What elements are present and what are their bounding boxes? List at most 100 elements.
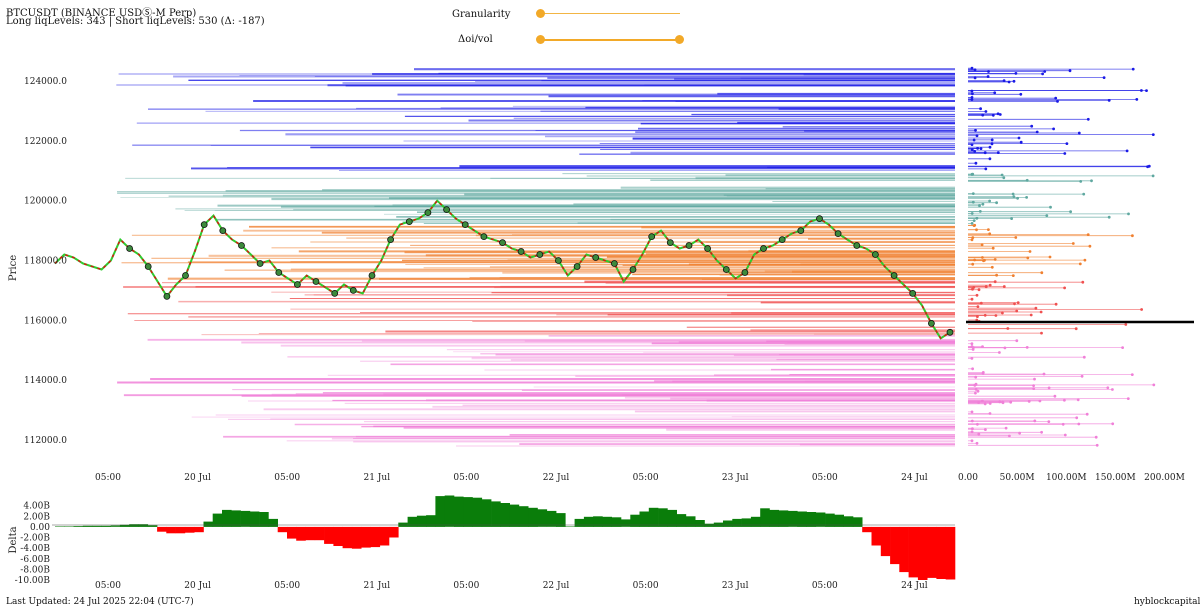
delta-bar [361, 526, 371, 548]
oi-vol-slider[interactable] [536, 35, 684, 44]
delta-bar [175, 526, 186, 534]
histogram-point [986, 75, 990, 78]
price-marker [517, 248, 525, 255]
histogram-point [1002, 176, 1006, 180]
price-tick-label: 120000.0 [24, 197, 67, 207]
histogram-point [970, 66, 974, 70]
histogram-point [1063, 152, 1067, 155]
histogram-point [1081, 280, 1085, 284]
brand-link[interactable]: hyblockcapital.com [1134, 597, 1200, 607]
histogram-point [1063, 433, 1067, 437]
price-marker [704, 245, 711, 252]
price-chart: 124000.0 122000.0 120000.0 118000.0 116000.0… [8, 68, 955, 483]
delta-bar [379, 526, 390, 546]
last-updated: Last Updated: 24 Jul 2025 22:04 (UTC-7) [6, 597, 194, 607]
histogram-point [1069, 210, 1072, 214]
price-marker [816, 215, 823, 223]
histogram-point [1079, 180, 1083, 183]
price-marker [853, 242, 861, 249]
delta-bar [741, 518, 752, 527]
price-marker [349, 286, 357, 294]
histogram-point [975, 293, 979, 297]
price-tick-label: 124000.0 [24, 77, 67, 87]
histogram-point [1102, 76, 1106, 79]
histogram-point [1063, 398, 1066, 402]
delta-tick-label: -6.00B [20, 555, 50, 565]
histogram-point [1013, 302, 1016, 306]
histogram-point [970, 357, 974, 360]
histogram-point [1063, 286, 1066, 290]
histogram-point [975, 441, 979, 445]
price-marker [741, 269, 749, 276]
histogram-point [973, 149, 977, 153]
histogram-point [1002, 285, 1006, 288]
delta-bar [212, 513, 223, 527]
delta-axis-label: Delta [8, 526, 19, 553]
histogram-point [976, 389, 980, 393]
histogram-point [971, 92, 974, 96]
delta-bar [927, 526, 937, 578]
delta-bar [556, 513, 566, 527]
delta-bar [184, 526, 195, 533]
histogram-point [970, 297, 974, 301]
delta-bar [268, 518, 278, 527]
granularity-track[interactable] [540, 13, 680, 14]
histogram-point [980, 243, 984, 247]
delta-bar [194, 526, 204, 533]
histogram-point [994, 314, 998, 317]
time-tick-label: 05:00 [453, 473, 479, 483]
time-tick-label: 22 Jul [543, 473, 570, 483]
delta-bar [880, 526, 891, 557]
delta-bar [119, 524, 130, 527]
time-tick-label: 24 Jul [901, 473, 928, 483]
price-marker [685, 242, 693, 249]
histogram-point [998, 113, 1002, 116]
delta-tick-label: 0.00 [30, 523, 50, 533]
oi-vol-track[interactable] [540, 39, 680, 41]
histogram-point [977, 288, 981, 292]
delta-bar [370, 526, 381, 548]
histogram-point [991, 246, 995, 250]
granularity-handle[interactable] [536, 9, 545, 18]
histogram-point [1035, 130, 1039, 134]
delta-bar [528, 507, 538, 527]
histogram-point [978, 204, 981, 208]
histogram-point [1107, 215, 1111, 219]
price-marker [834, 230, 842, 238]
histogram-point [1029, 313, 1033, 317]
histogram-point [990, 138, 994, 142]
delta-bar [389, 526, 399, 538]
price-marker [573, 263, 581, 270]
liq-level-lines [116, 68, 955, 447]
histogram-point [996, 112, 1000, 116]
time-tick-label: 20 Jul [184, 473, 211, 483]
histogram-point [1025, 196, 1028, 199]
delta-bar [305, 526, 316, 541]
histogram-point [993, 91, 997, 95]
price-marker [797, 227, 805, 235]
price-marker [555, 257, 562, 264]
price-marker [443, 206, 451, 214]
delta-bar [732, 518, 742, 527]
histogram-point [971, 367, 974, 371]
delta-bar [825, 513, 835, 527]
delta-bar [166, 526, 176, 534]
histogram-point [1125, 149, 1129, 153]
oi-vol-high-handle[interactable] [675, 35, 684, 44]
histogram-point [1012, 195, 1016, 199]
delta-bar [834, 514, 844, 527]
delta-bar [852, 517, 863, 527]
delta-tick-label: 4.00B [23, 502, 50, 512]
histogram-point [1082, 192, 1086, 196]
histogram-point [1012, 79, 1016, 83]
histogram-point [979, 107, 982, 111]
granularity-slider[interactable] [536, 9, 680, 18]
histogram-point [973, 258, 976, 262]
delta-bar [73, 526, 84, 527]
histogram-point [1010, 217, 1013, 221]
price-marker [163, 292, 171, 300]
histogram-x-axis: 0.00 50.00M 100.00M 150.00M 200.00M [958, 473, 1185, 483]
oi-vol-low-handle[interactable] [536, 35, 545, 44]
histogram-point [1045, 214, 1049, 218]
histogram-point [970, 430, 974, 434]
